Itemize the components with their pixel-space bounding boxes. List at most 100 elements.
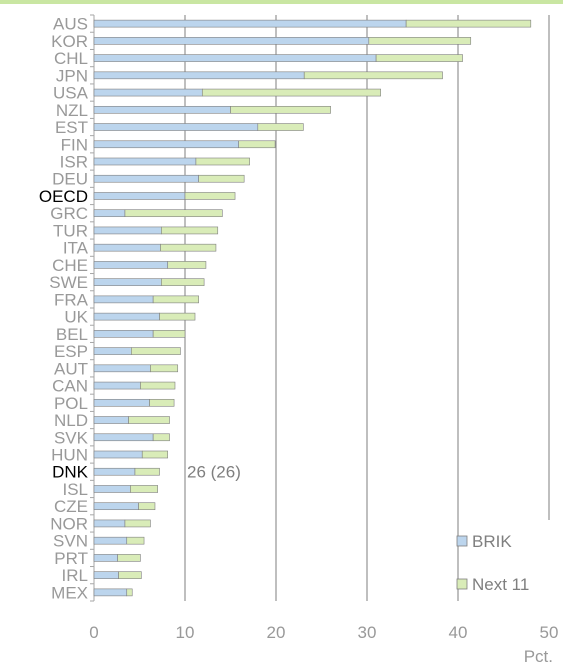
category-label: KOR [51,32,88,51]
bar-brik [93,485,131,493]
category-label: HUN [51,446,88,465]
bar-brik [93,416,129,424]
bar-brik [93,157,197,166]
category-label: FIN [61,135,88,154]
bar-next11 [138,502,156,511]
bar-next11 [238,140,276,149]
bar-next11 [257,123,304,131]
bar-brik [93,19,407,28]
bar-next11 [152,433,170,442]
bar-next11 [150,364,179,373]
bar-next11 [141,450,169,459]
bar-brik [93,554,118,562]
bar-brik [93,312,160,321]
bar-brik [93,140,239,149]
category-label: BEL [56,325,88,344]
bar-next11 [159,312,196,321]
bar-brik [93,88,203,97]
bar-next11 [303,71,443,80]
bar-brik [93,54,377,62]
bar-next11 [124,519,151,528]
bar-brik [93,519,126,528]
x-tick-label: 50 [540,623,559,642]
bar-brik [93,571,119,579]
category-label: ISR [60,153,88,172]
bar-next11 [149,398,175,407]
category-label: TUR [53,221,88,240]
annotation-label: 26 (26) [187,463,241,482]
bar-brik [93,278,162,286]
category-label: CHE [52,256,88,275]
bar-brik [93,243,161,252]
bar-brik [93,226,162,235]
category-label: SWE [49,273,88,292]
bar-next11 [405,19,532,28]
x-tick-label: 30 [358,623,377,642]
category-label: AUT [54,359,88,378]
bar-next11 [131,347,181,355]
category-label: EST [55,118,88,137]
bar-brik [93,450,143,459]
bar-next11 [128,416,170,424]
legend-label: Next 11 [472,575,529,594]
category-label: ESP [54,342,88,361]
bar-brik [93,295,154,304]
bar-next11 [126,536,145,545]
category-label: FRA [54,290,89,309]
category-label: NZL [56,101,88,120]
x-unit-label: Pct. [524,647,553,666]
bar-next11 [167,261,207,269]
x-tick-label: 10 [176,623,195,642]
bar-brik [93,37,370,45]
bar-next11 [201,88,381,97]
bar-next11 [126,588,133,597]
legend-swatch [456,578,468,590]
category-label: GRC [50,204,88,223]
bar-brik [93,209,126,218]
bar-brik [93,381,141,390]
bar-brik [93,502,139,511]
bar-next11 [160,243,217,252]
legend-label: BRIK [472,532,512,551]
category-label: SVN [53,532,88,551]
bar-brik [93,123,259,131]
x-tick-label: 0 [89,623,98,642]
bar-brik [93,174,199,183]
category-label: SVK [54,428,89,447]
category-label: DNK [52,463,89,482]
bar-next11 [230,105,331,114]
legend-swatch [456,535,468,547]
category-label: USA [53,84,89,103]
category-label: POL [54,394,88,413]
bar-brik [93,192,186,200]
category-label: CAN [52,377,88,396]
category-label: NOR [50,514,88,533]
category-label: NLD [54,411,88,430]
bar-next11 [140,381,176,390]
bar-brik [93,330,154,338]
category-label: UK [64,308,88,327]
bar-brik [93,364,151,373]
category-label: DEU [52,170,88,189]
bar-next11 [184,192,236,200]
bar-brik [93,398,150,407]
bar-next11 [124,209,223,218]
category-label: AUS [53,15,88,34]
bar-brik [93,71,305,80]
bar-brik [93,588,128,597]
bar-brik [93,105,231,114]
bar-next11 [130,485,158,493]
bar-next11 [152,330,186,338]
category-label: CHL [54,49,88,68]
bar-brik [93,261,169,269]
category-label: CZE [54,497,88,516]
bar-brik [93,433,154,442]
category-label: JPN [56,66,88,85]
bar-next11 [117,554,141,562]
bar-next11 [118,571,142,579]
bar-next11 [375,54,463,62]
category-label: IRL [62,566,88,585]
category-label: OECD [39,187,88,206]
bar-next11 [161,226,219,235]
